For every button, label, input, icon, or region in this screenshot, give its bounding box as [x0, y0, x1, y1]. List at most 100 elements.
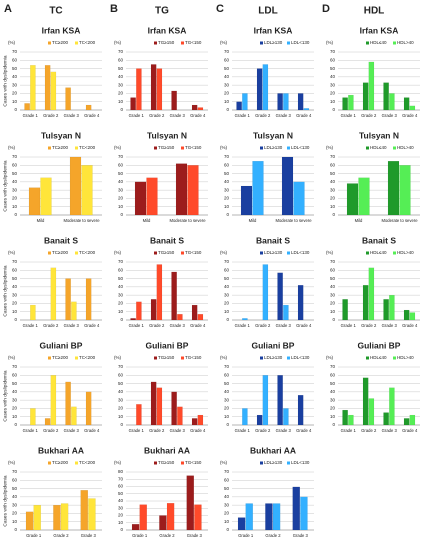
- x-tick-label: Grade 4: [402, 323, 418, 328]
- x-tick-label: Moderate to severe: [275, 218, 312, 223]
- y-tick-label: 30: [330, 187, 336, 192]
- legend-swatch: [260, 461, 263, 465]
- y-tick-label: 10: [224, 204, 230, 209]
- legend-swatch: [75, 41, 78, 45]
- y-unit: (%): [220, 250, 227, 255]
- legend-label: TG<150: [185, 250, 202, 255]
- x-tick-label: Grade 2: [255, 323, 271, 328]
- bar: [362, 285, 369, 321]
- x-tick-label: Grade 2: [255, 113, 271, 118]
- x-tick-label: Grade 1: [235, 113, 251, 118]
- y-tick-label: 30: [330, 292, 336, 297]
- bar: [368, 267, 375, 321]
- y-tick-label: 50: [330, 66, 336, 71]
- legend-swatch: [48, 146, 51, 150]
- x-tick-label: Grade 1: [26, 533, 42, 538]
- bar: [33, 504, 41, 531]
- y-tick-label: 60: [12, 372, 18, 377]
- bar: [191, 418, 198, 426]
- y-tick-label: 70: [118, 259, 124, 264]
- bar: [237, 517, 246, 531]
- legend-label: TC≥200: [52, 355, 68, 360]
- bar: [262, 375, 269, 426]
- y-tick-label: 30: [224, 502, 230, 507]
- legend-label: TC≥200: [52, 145, 68, 150]
- legend-label: TC<200: [79, 460, 96, 465]
- y-tick-label: 70: [330, 49, 336, 54]
- y-tick-label: 30: [12, 82, 18, 87]
- legend-label: TG<150: [185, 460, 202, 465]
- legend-swatch: [48, 356, 51, 360]
- y-tick-label: 10: [224, 519, 230, 524]
- bar: [262, 64, 269, 111]
- bar: [134, 181, 147, 216]
- bar: [292, 486, 300, 531]
- legend-swatch: [287, 41, 290, 45]
- x-tick-label: Grade 1: [341, 428, 357, 433]
- bar: [346, 183, 359, 216]
- legend-swatch: [154, 41, 157, 45]
- y-tick-label: 20: [118, 301, 124, 306]
- y-tick-label: 40: [330, 284, 336, 289]
- x-tick-label: Grade 2: [43, 428, 59, 433]
- legend-swatch: [154, 251, 157, 255]
- y-tick-label: 40: [118, 179, 124, 184]
- y-unit: (%): [220, 460, 227, 465]
- chart-title: Irfan KSA: [360, 25, 399, 35]
- legend-swatch: [287, 146, 290, 150]
- legend-label: TG<150: [185, 40, 202, 45]
- chart-title: Guliani BP: [146, 340, 189, 350]
- y-tick-label: 50: [224, 486, 230, 491]
- legend-label: HDL>40: [397, 250, 414, 255]
- y-tick-label: 70: [330, 364, 336, 369]
- y-tick-label: 70: [224, 49, 230, 54]
- y-tick-label: 40: [330, 74, 336, 79]
- y-tick-label: 10: [12, 204, 18, 209]
- y-tick-label: 50: [118, 66, 124, 71]
- y-tick-label: 0: [120, 107, 123, 112]
- y-unit: (%): [8, 145, 15, 150]
- x-tick-label: Grade 3: [170, 113, 186, 118]
- bar: [71, 406, 77, 426]
- bar: [50, 267, 57, 321]
- bar: [150, 381, 157, 426]
- legend-label: TC≥200: [52, 40, 68, 45]
- y-tick-label: 50: [118, 171, 124, 176]
- y-tick-label: 50: [12, 381, 18, 386]
- y-unit: (%): [114, 355, 121, 360]
- x-tick-label: Grade 2: [265, 533, 281, 538]
- legend-label: HDL>40: [397, 355, 414, 360]
- y-tick-label: 70: [12, 49, 18, 54]
- x-tick-label: Grade 2: [255, 428, 271, 433]
- y-tick-label: 20: [118, 91, 124, 96]
- x-tick-label: Grade 3: [382, 428, 398, 433]
- y-unit: (%): [114, 145, 121, 150]
- bar: [156, 387, 163, 426]
- y-tick-label: 30: [118, 187, 124, 192]
- legend-label: TC≥200: [52, 250, 68, 255]
- x-tick-label: Grade 1: [341, 323, 357, 328]
- y-tick-label: 50: [12, 66, 18, 71]
- legend-label: TG≥150: [158, 40, 175, 45]
- bar: [293, 181, 305, 216]
- y-tick-label: 40: [224, 494, 230, 499]
- y-tick-label: 40: [12, 74, 18, 79]
- bar: [146, 177, 158, 216]
- y-tick-label: 40: [118, 389, 124, 394]
- legend-swatch: [366, 146, 369, 150]
- chart-title: Tulsyan N: [147, 130, 187, 140]
- y-tick-label: 20: [224, 406, 230, 411]
- legend-label: HDL≤40: [370, 145, 387, 150]
- x-tick-label: Moderate to severe: [63, 218, 100, 223]
- y-tick-label: 20: [330, 196, 336, 201]
- chart-title: Banait S: [362, 235, 396, 245]
- bar: [177, 406, 183, 426]
- y-tick-label: 30: [224, 187, 230, 192]
- y-unit: (%): [326, 250, 333, 255]
- bar: [383, 299, 389, 321]
- x-tick-label: Grade 2: [149, 428, 165, 433]
- y-tick-label: 40: [12, 389, 18, 394]
- y-tick-label: 60: [224, 267, 230, 272]
- bar: [368, 398, 375, 426]
- x-tick-label: Grade 2: [361, 323, 377, 328]
